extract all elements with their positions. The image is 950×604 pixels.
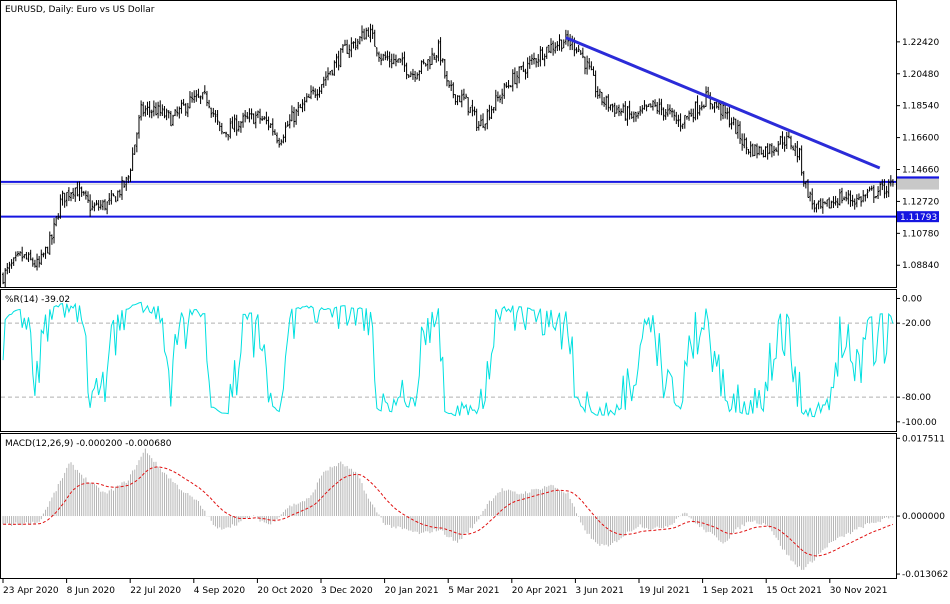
time-tick-label: 20 Jan 2021 xyxy=(385,586,439,596)
time-tick-label: 4 Sep 2020 xyxy=(194,586,246,596)
time-tick-label: 23 Apr 2020 xyxy=(3,586,59,596)
time-tick-label: 30 Nov 2021 xyxy=(830,586,888,596)
price-marker-box xyxy=(897,178,939,190)
time-tick-label: 20 Apr 2021 xyxy=(512,586,568,596)
price-tick-label: 1.16600 xyxy=(902,134,939,144)
time-axis: 23 Apr 2020 8 Jun 2020 22 Jul 2020 4 Sep 20… xyxy=(2,579,888,596)
time-tick-label: 3 Dec 2020 xyxy=(321,586,373,596)
williams-r-label: %R(14) -39.02 xyxy=(5,295,70,305)
williams-r-tick-label: 0.00 xyxy=(902,294,922,304)
williams-r-tick-label: -20.00 xyxy=(902,319,931,329)
macd-histogram xyxy=(2,448,894,570)
time-tick-label: 15 Oct 2021 xyxy=(766,586,822,596)
price-y-axis: 1.22420 1.20480 1.18540 1.16600 1.14660 1.127… xyxy=(896,38,939,271)
macd-signal-line xyxy=(3,466,894,557)
price-tick-label: 1.22420 xyxy=(902,38,939,48)
price-marker-box xyxy=(897,211,939,223)
price-pane-title: EURUSD, Daily: Euro vs US Dollar xyxy=(5,5,155,15)
price-tick-label: 1.08840 xyxy=(902,261,939,271)
time-tick-label: 22 Jul 2020 xyxy=(130,586,181,596)
support-resistance-lines xyxy=(1,180,896,218)
macd-label: MACD(12,26,9) -0.000200 -0.000680 xyxy=(5,439,172,449)
time-tick-label: 1 Sep 2021 xyxy=(703,586,754,596)
williams-r-y-axis: 0.00 -20.00 -80.00 -100.00 xyxy=(896,294,937,428)
price-candles xyxy=(2,23,894,288)
price-tick-label: 1.10780 xyxy=(902,229,939,239)
macd-tick-label: 0.000000 xyxy=(902,512,945,522)
macd-y-axis: 0.017511 0.000000 -0.013062 xyxy=(896,434,948,580)
time-tick-label: 20 Oct 2020 xyxy=(257,586,313,596)
price-pane-frame xyxy=(0,0,897,288)
williams-r-levels xyxy=(1,322,896,398)
price-marker-label: 1.13774 xyxy=(900,181,937,191)
time-tick-label: 8 Jun 2020 xyxy=(67,586,116,596)
williams-r-pane-frame xyxy=(0,289,897,432)
price-tick-label: 1.14660 xyxy=(902,166,939,176)
williams-r-line xyxy=(2,301,894,418)
time-tick-label: 19 Jul 2021 xyxy=(639,586,690,596)
price-tick-label: 1.12720 xyxy=(902,197,939,207)
trendline[interactable] xyxy=(565,36,881,170)
time-tick-label: 3 Jun 2021 xyxy=(575,586,623,596)
price-marker-label: 1.11793 xyxy=(900,213,937,223)
time-tick-label: 5 Mar 2021 xyxy=(448,586,499,596)
williams-r-tick-label: -100.00 xyxy=(902,418,937,428)
price-tick-label: 1.18540 xyxy=(902,102,939,112)
macd-pane-frame xyxy=(0,433,897,579)
williams-r-tick-label: -80.00 xyxy=(902,393,931,403)
macd-tick-label: 0.017511 xyxy=(902,434,945,444)
macd-tick-label: -0.013062 xyxy=(902,570,948,580)
price-tick-label: 1.20480 xyxy=(902,70,939,80)
